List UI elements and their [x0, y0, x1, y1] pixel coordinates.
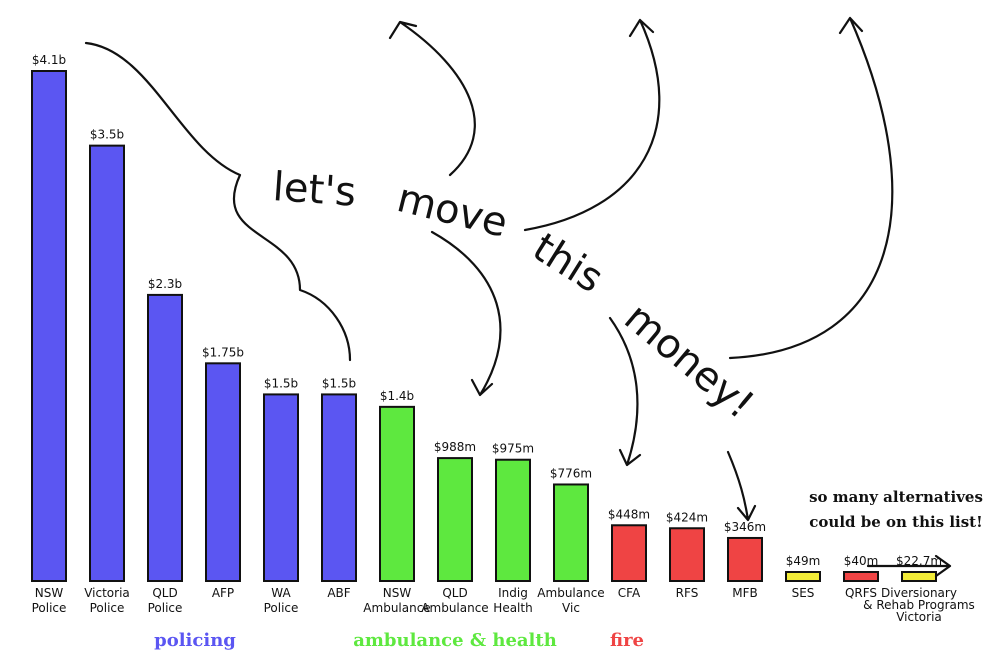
bar-15 — [901, 571, 937, 582]
curved-arrow-to-nsw-police — [84, 41, 352, 362]
category-label-4: WA Police — [264, 586, 299, 615]
category-label-line: QLD — [152, 586, 177, 600]
category-label-line: QLD — [442, 586, 467, 600]
category-label-9: Ambulance Vic — [537, 586, 604, 615]
group-label-fire: fire — [610, 630, 644, 651]
category-label-line: Victoria — [84, 586, 130, 600]
category-label-line: CFA — [618, 586, 641, 600]
value-label-7: $988m — [434, 440, 476, 454]
value-label-4: $1.5b — [264, 376, 298, 390]
bar-14 — [843, 571, 879, 582]
category-label-1: Victoria Police — [84, 586, 130, 615]
slogan-word-move: move — [393, 175, 513, 247]
category-label-line: RFS — [676, 586, 699, 600]
value-label-8: $975m — [492, 442, 534, 456]
category-label-6: NSW Ambulance — [363, 586, 430, 615]
category-label-line: NSW — [383, 586, 412, 600]
curved-arrow-up-left — [388, 20, 476, 177]
value-label-1: $3.5b — [90, 128, 124, 142]
bar-11 — [669, 527, 705, 583]
value-label-12: $346m — [724, 520, 766, 534]
bar-1 — [89, 144, 125, 582]
bar-7 — [437, 457, 473, 583]
category-label-line: Police — [264, 601, 299, 615]
side-note-line-2: could be on this list! — [809, 513, 982, 531]
value-label-3: $1.75b — [202, 345, 244, 359]
curved-arrow-up-middle — [523, 18, 661, 232]
category-label-line: Ambulance — [363, 601, 430, 615]
category-label-line: Diversionary — [881, 586, 957, 600]
value-label-10: $448m — [608, 507, 650, 521]
group-label-policing: policing — [154, 630, 236, 651]
value-label-11: $424m — [666, 510, 708, 524]
bar-12 — [727, 536, 763, 583]
arrow-right — [866, 554, 952, 578]
curved-arrow-down-to-ambulance — [430, 230, 502, 397]
category-label-line: Police — [32, 601, 67, 615]
category-label-line: Health — [493, 601, 532, 615]
category-label-line: Vic — [562, 601, 580, 615]
slogan-word-lets: let's — [271, 164, 357, 216]
category-label-line: AFP — [212, 586, 234, 600]
bar-4 — [263, 393, 299, 583]
category-label-line: Police — [148, 601, 183, 615]
bar-6 — [379, 405, 415, 583]
value-labels-layer: $4.1b $3.5b $2.3b $1.75b $1.5b $1.5b $1.4b $988… — [32, 53, 942, 568]
category-label-line: WA — [271, 586, 291, 600]
category-label-line: MFB — [732, 586, 758, 600]
category-label-line: ABF — [327, 586, 350, 600]
group-label-ambulance-health: ambulance & health — [353, 630, 557, 651]
category-label-10: CFA — [618, 586, 641, 600]
category-label-0: NSW Police — [32, 586, 67, 615]
bar-9 — [553, 483, 589, 583]
value-label-13: $49m — [786, 554, 821, 568]
category-label-13: SES — [792, 586, 815, 600]
category-label-line: & Rehab Programs — [863, 598, 975, 612]
value-label-2: $2.3b — [148, 277, 182, 291]
bars-layer — [31, 70, 937, 583]
category-label-5: ABF — [327, 586, 350, 600]
bar-8 — [495, 458, 531, 582]
value-label-9: $776m — [550, 466, 592, 480]
bar-5 — [321, 393, 357, 583]
value-label-15: $22.7m — [896, 554, 942, 568]
category-label-line: Indig — [498, 586, 528, 600]
value-label-5: $1.5b — [322, 376, 356, 390]
value-label-14: $40m — [844, 554, 879, 568]
value-label-6: $1.4b — [380, 389, 414, 403]
category-label-14: QRFS — [845, 586, 877, 600]
curved-arrow-up-right — [728, 16, 894, 360]
category-label-11: RFS — [676, 586, 699, 600]
category-label-8: Indig Health — [493, 586, 532, 615]
curved-arrow-down-to-fire — [608, 316, 642, 467]
category-label-line: QRFS — [845, 586, 877, 600]
category-label-12: MFB — [732, 586, 758, 600]
category-label-2: QLD Police — [148, 586, 183, 615]
bar-3 — [205, 362, 241, 582]
slogan-word-this: this — [525, 224, 611, 302]
bar-10 — [611, 524, 647, 583]
category-label-15: Diversionary & Rehab Programs Victoria — [863, 586, 975, 624]
side-note-line-1: so many alternatives — [809, 488, 983, 506]
category-label-line: Ambulance — [537, 586, 604, 600]
bar-0 — [31, 70, 67, 582]
category-label-line: Ambulance — [421, 601, 488, 615]
category-label-7: QLD Ambulance — [421, 586, 488, 615]
bar-2 — [147, 293, 183, 582]
arrows-layer — [84, 16, 952, 578]
category-label-line: Victoria — [896, 610, 942, 624]
category-label-line: SES — [792, 586, 815, 600]
category-label-3: AFP — [212, 586, 234, 600]
category-label-line: NSW — [35, 586, 64, 600]
category-label-line: Police — [90, 601, 125, 615]
value-label-0: $4.1b — [32, 53, 66, 67]
bar-13 — [785, 571, 821, 582]
arrow-down-to-qrfs — [726, 450, 757, 522]
